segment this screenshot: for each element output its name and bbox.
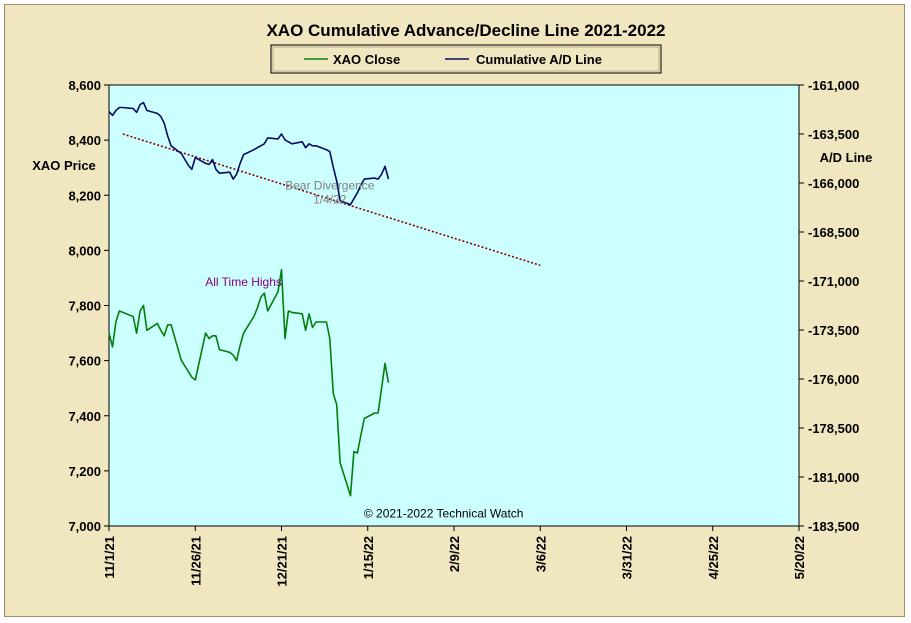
y-left-tick-label: 8,000 bbox=[68, 243, 101, 258]
x-tick-label: 12/21/21 bbox=[275, 536, 290, 587]
y-left-tick-label: 7,000 bbox=[68, 519, 101, 534]
chart-annotation: Bear Divergence bbox=[285, 179, 375, 193]
x-tick-label: 5/20/22 bbox=[792, 536, 807, 579]
y-left-tick-label: 7,600 bbox=[68, 354, 101, 369]
chart-annotation: 1/4/22 bbox=[313, 193, 347, 207]
legend: XAO Close Cumulative A/D Line bbox=[270, 44, 662, 74]
trendline-group bbox=[122, 133, 541, 267]
chart-svg: XAO Cumulative Advance/Decline Line 2021… bbox=[32, 21, 873, 587]
legend-label-ad-line: Cumulative A/D Line bbox=[476, 52, 602, 67]
chart-frame: XAO Cumulative Advance/Decline Line 2021… bbox=[4, 4, 905, 617]
y-axis-right-title: A/D Line bbox=[820, 150, 873, 165]
y-right-tick-label: -161,000 bbox=[808, 78, 859, 93]
y-right-tick-label: -166,000 bbox=[808, 176, 859, 191]
y-left-tick-label: 8,600 bbox=[68, 78, 101, 93]
chart-title: XAO Cumulative Advance/Decline Line 2021… bbox=[266, 21, 665, 40]
series-line-cumulative-ad bbox=[108, 101, 390, 206]
y-right-tick-label: -181,000 bbox=[808, 470, 859, 485]
plot-area bbox=[108, 84, 800, 527]
y-left-tick-label: 7,800 bbox=[68, 299, 101, 314]
y-left-tick-label: 7,400 bbox=[68, 409, 101, 424]
x-tick-label: 2/9/22 bbox=[447, 536, 462, 572]
y-right-tick-label: -183,500 bbox=[808, 519, 859, 534]
series-group bbox=[108, 101, 390, 497]
x-tick-label: 11/1/21 bbox=[102, 536, 117, 579]
x-tick-label: 11/26/21 bbox=[188, 536, 203, 586]
y-left-tick-label: 8,400 bbox=[68, 133, 101, 148]
y-right-tick-label: -178,500 bbox=[808, 421, 859, 436]
y-right-tick-label: -171,000 bbox=[808, 274, 859, 289]
bear-divergence-trendline bbox=[122, 133, 541, 267]
chart-annotation: All Time Highs bbox=[205, 275, 282, 289]
x-tick-label: 3/31/22 bbox=[620, 536, 635, 579]
x-tick-label: 1/15/22 bbox=[361, 536, 376, 579]
y-right-tick-label: -163,500 bbox=[808, 127, 859, 142]
y-right-tick-label: -176,000 bbox=[808, 372, 859, 387]
y-left-tick-label: 7,200 bbox=[68, 464, 101, 479]
x-tick-label: 3/6/22 bbox=[533, 536, 548, 572]
y-right-tick-label: -168,500 bbox=[808, 225, 859, 240]
y-left-tick-label: 8,200 bbox=[68, 188, 101, 203]
axes: 7,000 7,200 7,400 7,600 7,800 8,000 8,200 8,400… bbox=[68, 78, 859, 587]
series-line-xao-close bbox=[108, 268, 390, 497]
chart-annotation: © 2021-2022 Technical Watch bbox=[364, 507, 524, 521]
y-axis-left-title: XAO Price bbox=[32, 158, 96, 173]
legend-label-xao-close: XAO Close bbox=[333, 52, 400, 67]
x-tick-label: 4/25/22 bbox=[706, 536, 721, 579]
y-right-tick-label: -173,500 bbox=[808, 323, 859, 338]
